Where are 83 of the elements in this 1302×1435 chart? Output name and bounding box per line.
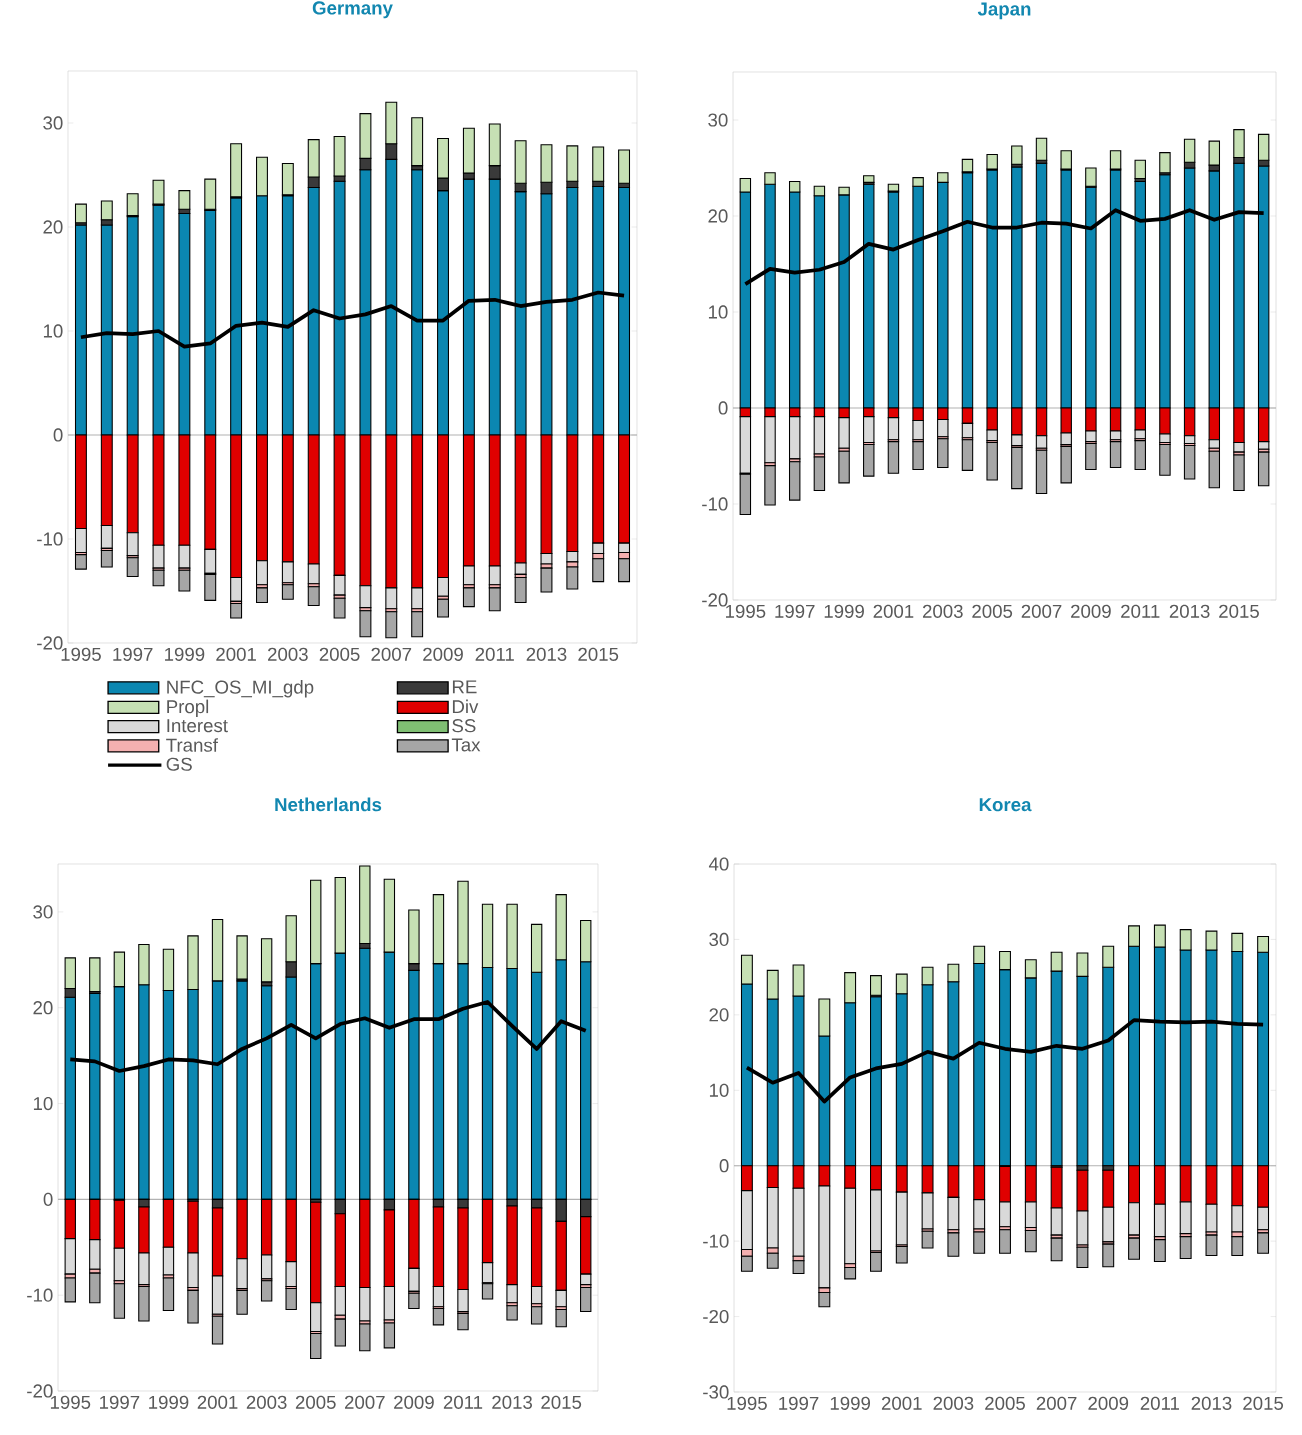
y-tick-label: -10 bbox=[37, 532, 63, 546]
x-tick-label: 1995 bbox=[50, 1395, 91, 1409]
x-tick-label: 2015 bbox=[578, 647, 619, 661]
x-tick-label: 2013 bbox=[1169, 604, 1210, 618]
x-tick-label: 2005 bbox=[985, 1396, 1025, 1410]
legend-label: RE bbox=[452, 680, 477, 694]
y-tick-label: 10 bbox=[708, 305, 728, 319]
y-tick-label: -10 bbox=[703, 1234, 729, 1248]
y-tick-label: 30 bbox=[709, 932, 729, 947]
y-tick-label: 20 bbox=[709, 1008, 729, 1022]
x-tick-label: 2013 bbox=[1191, 1396, 1232, 1410]
y-tick-label: 40 bbox=[708, 857, 729, 871]
y-tick-label: 0 bbox=[719, 1159, 729, 1173]
x-tick-label: 2009 bbox=[423, 647, 463, 661]
x-tick-label: 2007 bbox=[371, 647, 412, 661]
x-tick-label: 2009 bbox=[1071, 604, 1111, 618]
x-tick-label: 2011 bbox=[475, 647, 514, 661]
y-tick-label: 10 bbox=[43, 324, 63, 338]
x-tick-label: 2003 bbox=[922, 604, 963, 618]
y-tick-label: 30 bbox=[708, 113, 728, 127]
y-tick-label: 20 bbox=[43, 220, 63, 234]
y-tick-label: 20 bbox=[708, 209, 728, 223]
legend-label: Propl bbox=[167, 699, 209, 717]
x-tick-label: 2009 bbox=[1088, 1396, 1129, 1410]
y-tick-label: 30 bbox=[43, 116, 63, 130]
x-tick-label: 2005 bbox=[319, 647, 360, 661]
chart-title: Japan bbox=[977, 2, 1031, 20]
x-tick-label: 2011 bbox=[1140, 1396, 1180, 1410]
x-tick-label: 1995 bbox=[61, 647, 101, 661]
x-tick-label: 2003 bbox=[268, 647, 308, 661]
legend-label: Transf bbox=[166, 738, 218, 752]
y-tick-label: 10 bbox=[33, 1096, 53, 1111]
y-tick-label: -20 bbox=[702, 593, 728, 607]
x-tick-label: 2005 bbox=[295, 1395, 336, 1409]
x-tick-label: 2009 bbox=[394, 1395, 434, 1409]
y-tick-label: 0 bbox=[718, 401, 728, 415]
y-tick-label: -10 bbox=[702, 497, 728, 511]
x-tick-label: 2011 bbox=[443, 1395, 483, 1409]
x-tick-label: 1999 bbox=[824, 604, 864, 618]
x-tick-label: 1995 bbox=[726, 604, 766, 618]
x-tick-label: 2001 bbox=[873, 604, 914, 618]
x-tick-label: 1997 bbox=[779, 1396, 819, 1410]
y-tick-label: 10 bbox=[709, 1083, 729, 1097]
y-tick-label: 30 bbox=[33, 905, 53, 919]
x-tick-label: 2005 bbox=[972, 604, 1013, 618]
x-tick-label: 1995 bbox=[727, 1396, 767, 1410]
legend-label: Interest bbox=[167, 719, 228, 733]
x-tick-label: 2003 bbox=[933, 1396, 974, 1410]
legend-label: Div bbox=[452, 699, 479, 714]
x-tick-label: 1999 bbox=[165, 647, 205, 661]
y-tick-label: -20 bbox=[703, 1309, 729, 1324]
y-tick-label: -20 bbox=[37, 636, 63, 650]
y-tick-label: -30 bbox=[703, 1385, 729, 1399]
x-tick-label: 2013 bbox=[492, 1395, 533, 1409]
x-tick-label: 2015 bbox=[1243, 1396, 1284, 1410]
x-tick-label: 2007 bbox=[1036, 1396, 1077, 1410]
x-tick-label: 2001 bbox=[881, 1396, 922, 1410]
legend-label: Tax bbox=[451, 738, 481, 752]
y-tick-label: 20 bbox=[33, 1001, 53, 1015]
x-tick-label: 1999 bbox=[149, 1395, 189, 1409]
x-tick-label: 2007 bbox=[1021, 604, 1062, 618]
legend-label: NFC_OS_MI_gdp bbox=[167, 680, 314, 698]
y-tick-label: 0 bbox=[43, 1192, 53, 1206]
x-tick-label: 2007 bbox=[344, 1395, 385, 1409]
x-tick-label: 1999 bbox=[830, 1396, 871, 1410]
legend-label: SS bbox=[452, 719, 476, 733]
chart-title: Korea bbox=[979, 798, 1032, 812]
y-tick-label: 0 bbox=[53, 428, 63, 442]
x-tick-label: 2003 bbox=[246, 1395, 287, 1409]
y-tick-label: -20 bbox=[27, 1384, 53, 1398]
x-tick-label: 2015 bbox=[1219, 604, 1259, 618]
x-tick-label: 2001 bbox=[197, 1395, 238, 1409]
chart-title: Netherlands bbox=[275, 797, 382, 812]
x-tick-label: 1997 bbox=[113, 647, 153, 661]
legend-label: GS bbox=[166, 757, 192, 771]
x-tick-label: 2015 bbox=[541, 1395, 582, 1409]
x-tick-label: 2013 bbox=[526, 647, 567, 661]
x-tick-label: 1997 bbox=[775, 604, 815, 618]
x-tick-label: 1997 bbox=[100, 1395, 140, 1409]
x-tick-label: 2011 bbox=[1121, 604, 1160, 618]
y-tick-label: -10 bbox=[27, 1288, 53, 1302]
x-tick-label: 2001 bbox=[216, 647, 256, 661]
chart-title: Germany bbox=[312, 1, 393, 19]
